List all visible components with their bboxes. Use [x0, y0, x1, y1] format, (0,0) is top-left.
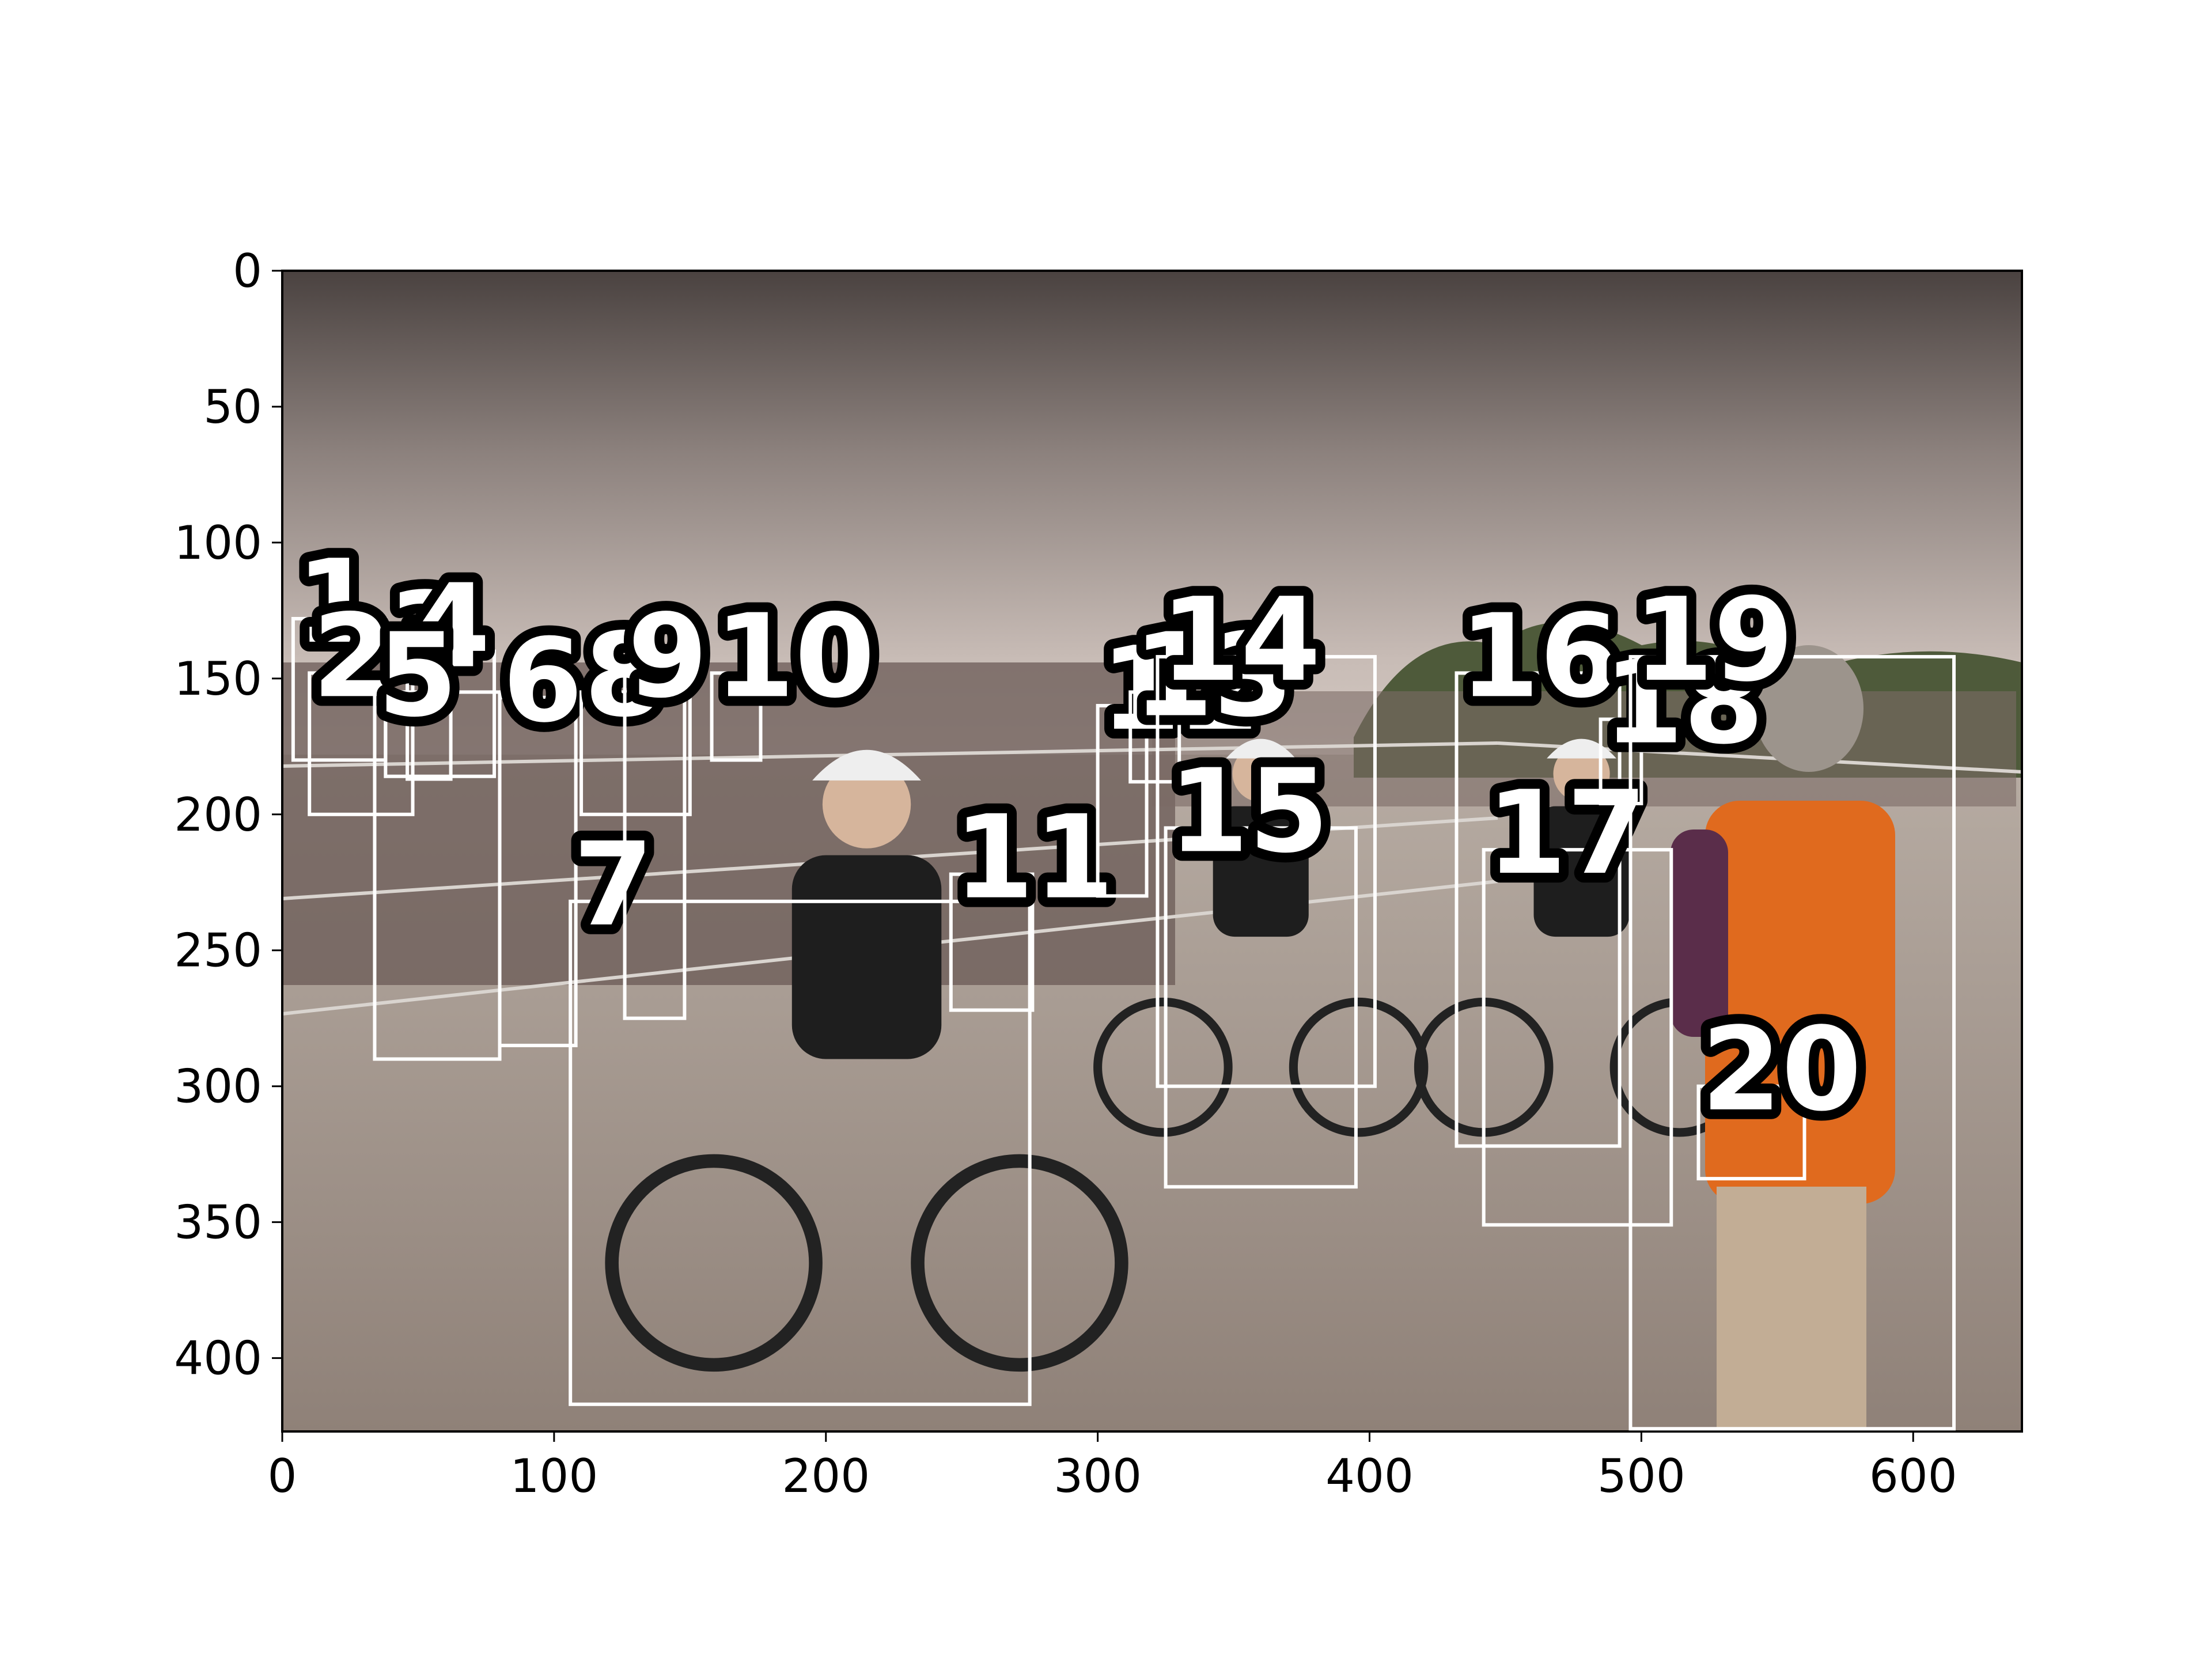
bounding-box — [579, 690, 692, 816]
x-tick-label: 400 — [1325, 1449, 1414, 1503]
detection-label: 13 — [1133, 608, 1293, 743]
y-tick-label: 350 — [174, 1196, 262, 1249]
bounding-box — [1696, 1084, 1806, 1181]
detection-label: 15 — [1169, 744, 1329, 878]
bounding-box — [1096, 704, 1149, 898]
people-layer — [605, 738, 1749, 1372]
x-tick-label: 0 — [268, 1449, 297, 1503]
y-tick-label: 200 — [174, 788, 262, 842]
bounding-box — [1482, 848, 1673, 1227]
bounding-box — [949, 872, 1035, 1012]
y-axis: 0 50 100 150 200 250 300 350 400 — [174, 244, 282, 1385]
detection-label: 4 — [410, 559, 490, 694]
y-tick-label: 0 — [233, 244, 262, 298]
detection-label: 5 — [377, 608, 457, 743]
cyclist-1 — [605, 749, 1128, 1372]
detection-box-9: 9 — [618, 579, 718, 1020]
detection-label: 3 — [388, 568, 468, 702]
detection-box-4: 4 — [400, 550, 500, 781]
detection-label: 11 — [954, 791, 1114, 925]
detection-box-3: 3 — [378, 558, 497, 778]
bounding-box — [1628, 655, 1956, 1431]
x-tick-label: 100 — [510, 1449, 599, 1503]
bounding-box — [623, 671, 687, 1020]
detection-label: 19 — [1634, 573, 1794, 707]
y-tick-label: 150 — [174, 652, 262, 706]
detection-label: 20 — [1701, 1003, 1861, 1137]
detection-box-7: 7 — [563, 808, 1032, 1406]
detection-label: 10 — [715, 589, 875, 724]
detection-box-1: 1 — [286, 525, 388, 762]
detection-box-19: 19 — [1624, 563, 1956, 1431]
detection-box-20: 20 — [1691, 993, 1872, 1181]
bounding-box — [308, 671, 415, 816]
x-tick-label: 600 — [1869, 1449, 1957, 1503]
y-tick-label: 50 — [203, 380, 262, 434]
bounding-box — [406, 641, 453, 781]
axes-frame — [281, 270, 2023, 1433]
x-tick-label: 500 — [1597, 1449, 1685, 1503]
detection-label: 9 — [628, 589, 708, 724]
bounding-box — [1156, 655, 1377, 1088]
steward — [1671, 645, 1895, 1431]
bounding-box — [1599, 717, 1643, 805]
y-tick-label: 250 — [174, 924, 262, 978]
detection-label: 6 — [503, 614, 583, 748]
x-axis: 0 100 200 300 400 500 600 — [268, 1431, 1957, 1503]
bounding-box — [1164, 826, 1358, 1189]
detection-box-13: 13 — [1123, 599, 1304, 784]
detection-label: 7 — [573, 818, 653, 952]
detection-label: 14 — [1160, 573, 1320, 707]
bounding-box — [498, 695, 578, 1047]
y-tick-label: 300 — [174, 1060, 262, 1113]
cyclist-2 — [1093, 738, 1429, 1137]
x-tick-label: 200 — [782, 1449, 870, 1503]
detection-box-17: 17 — [1477, 756, 1673, 1227]
bounding-box — [569, 899, 1032, 1406]
detection-box-6: 6 — [493, 604, 593, 1047]
detection-box-11: 11 — [944, 781, 1124, 1012]
y-tick-label: 400 — [174, 1332, 262, 1385]
detection-box-10: 10 — [705, 579, 885, 762]
photo — [282, 271, 2022, 1431]
detection-label: 16 — [1460, 589, 1620, 724]
detection-label: 1 — [296, 535, 376, 669]
y-tick-label: 100 — [174, 516, 262, 570]
detection-box-14: 14 — [1150, 563, 1377, 1088]
detection-box-2: 2 — [302, 579, 415, 816]
detection-box-15: 15 — [1159, 734, 1358, 1189]
bounding-box — [384, 649, 497, 778]
bounding-box — [1455, 671, 1622, 1148]
detection-box-5: 5 — [368, 599, 502, 1061]
bounding-box — [1128, 690, 1181, 784]
bounding-box — [710, 671, 763, 762]
x-tick-label: 300 — [1054, 1449, 1142, 1503]
detection-label: 17 — [1487, 766, 1647, 900]
detection-box-16: 16 — [1450, 579, 1630, 1148]
